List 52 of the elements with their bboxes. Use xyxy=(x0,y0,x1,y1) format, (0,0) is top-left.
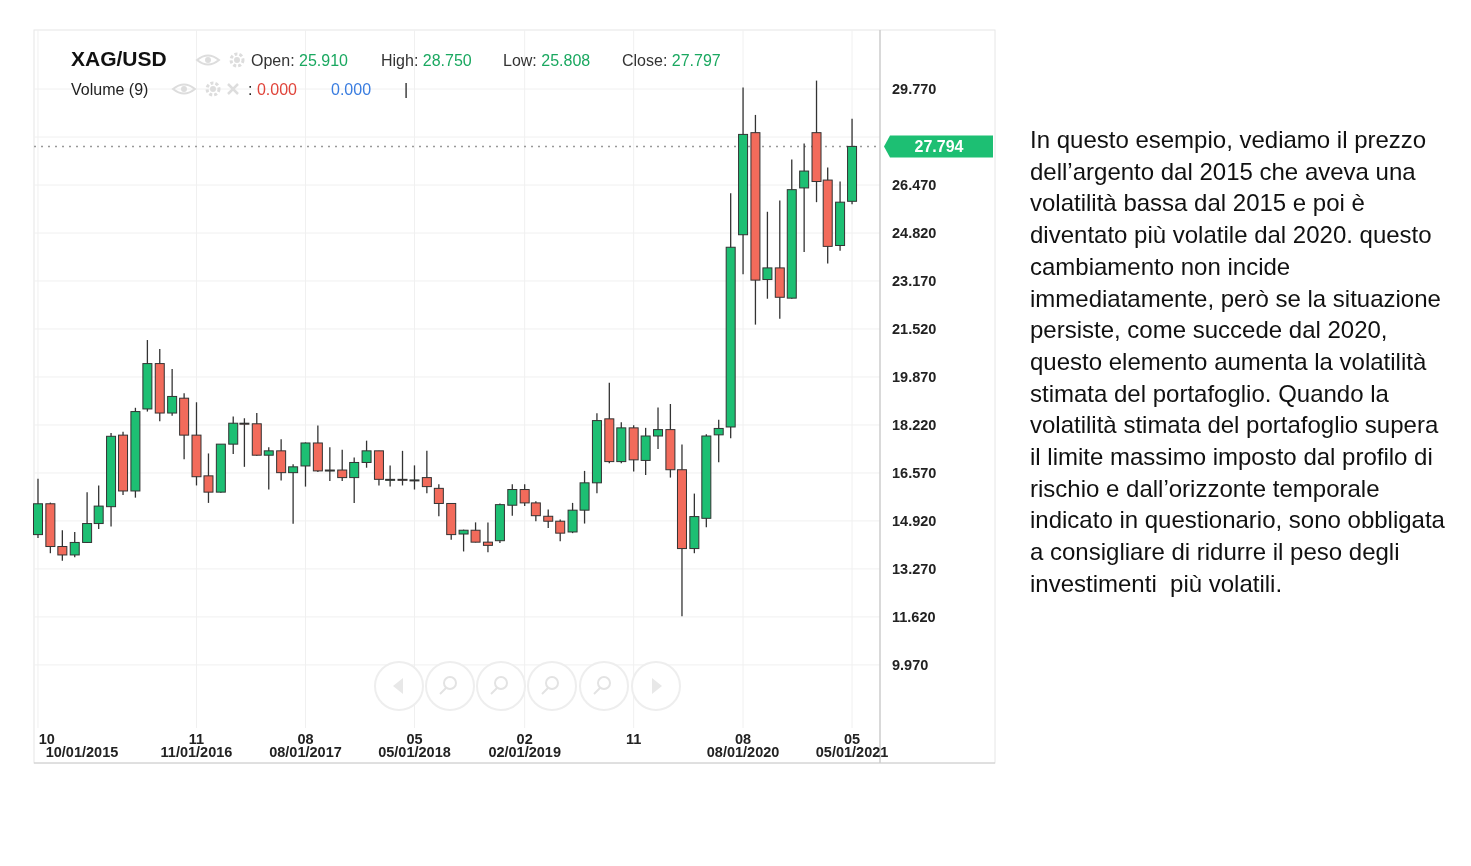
candlestick xyxy=(337,449,348,482)
y-tick-label: 29.770 xyxy=(892,81,937,98)
y-tick-label: 23.170 xyxy=(892,273,937,290)
x-tick-label: 08 08/01/2017 xyxy=(269,731,342,760)
y-tick-label: 13.270 xyxy=(892,560,937,577)
candlestick xyxy=(543,508,554,529)
y-tick-label: 26.470 xyxy=(892,177,937,194)
candlestick xyxy=(799,142,810,253)
candlestick xyxy=(82,491,93,544)
candlestick xyxy=(507,483,518,517)
candlestick xyxy=(167,368,178,417)
candlestick xyxy=(300,441,311,488)
annotation: | xyxy=(404,81,409,98)
y-tick-label: 14.920 xyxy=(892,513,937,529)
annotation: Low: 25.808 xyxy=(503,52,591,69)
y-tick-label: 24.820 xyxy=(892,225,937,242)
annotation: : 0.000 xyxy=(248,81,298,98)
annotation: 0.000 xyxy=(331,81,372,98)
candlestick xyxy=(421,450,432,494)
x-tick-label: 02 02/01/2019 xyxy=(488,731,561,760)
candlestick xyxy=(276,438,287,482)
candlestick xyxy=(653,406,664,450)
ref-line-label: 27.794 xyxy=(914,138,964,156)
y-tick-label: 11.620 xyxy=(892,608,936,625)
candlestick xyxy=(433,483,444,517)
annotation: Volume (9) xyxy=(71,81,149,98)
candlestick xyxy=(288,463,299,525)
x-tick-label: 05 05/01/2021 xyxy=(815,731,889,760)
y-tick-label: 18.220 xyxy=(892,417,937,434)
x-tick-label: 08 08/01/2020 xyxy=(706,731,780,760)
x-tick-label: 11 xyxy=(625,731,642,747)
y-tick-label: 9.970 xyxy=(892,656,929,673)
candlestick xyxy=(482,521,493,553)
y-tick-label: 21.520 xyxy=(892,321,937,338)
candlestick xyxy=(263,446,274,491)
annotation: High: 28.750 xyxy=(381,52,472,69)
x-tick-label: 05 05/01/2018 xyxy=(378,731,451,760)
text: In questo esempio, vediamo il prezzo dell’argento dal 2015 che aveva una volatilità bassa dal 2015 e poi è diventato più volatile dal 2020. questo cambiamento non incide immediatamente, però se la situazione persiste, come succede dal 2020, questo elemento aumenta la volatilità stimata del portafoglio. Quando la volatilità stimata del portafoglio supera il limite massimo imposto dal profilo di rischio e dall’orizzonte temporale indicato in questionario, sono obbligata a consigliare di ridurre il peso degli investimenti più volatili. xyxy=(1030,126,1445,597)
candlestick xyxy=(324,446,335,482)
candlestick xyxy=(69,531,80,558)
candlestick xyxy=(555,518,566,542)
candlestick xyxy=(349,456,360,504)
x-tick-label: 11 11/01/2016 xyxy=(160,731,233,760)
candlestick xyxy=(713,419,724,463)
candlestick xyxy=(93,484,104,530)
y-tick-label: 19.870 xyxy=(892,369,937,386)
text: XAG/USD xyxy=(71,47,167,70)
annotation: Open: 25.910 xyxy=(251,52,349,69)
candlestick xyxy=(361,440,372,469)
x-tick-label: 10 10/01/2015 xyxy=(38,731,119,760)
annotation: Close: 27.797 xyxy=(622,52,721,69)
y-tick-label: 16.570 xyxy=(892,465,937,482)
